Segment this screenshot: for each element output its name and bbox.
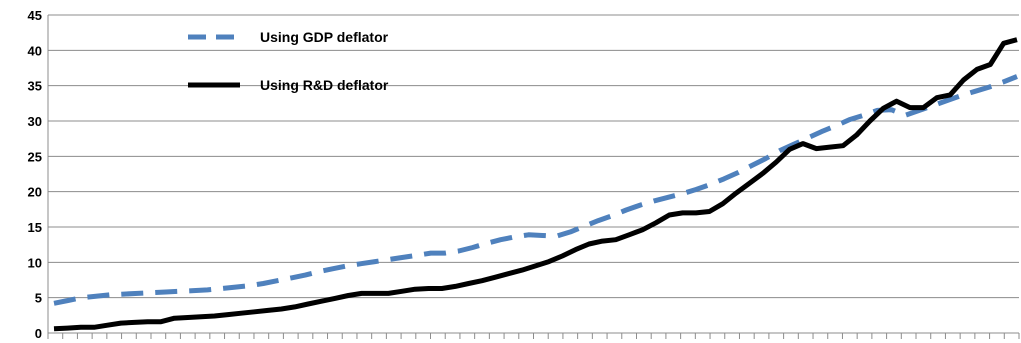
y-tick-label: 10 — [28, 255, 42, 270]
series-layer — [53, 37, 1018, 332]
y-tick-label: 35 — [28, 79, 42, 94]
y-tick-label: 40 — [28, 43, 42, 58]
y-tick-label: 20 — [28, 185, 42, 200]
y-tick-label: 45 — [28, 8, 42, 23]
y-tick-label: 15 — [28, 220, 42, 235]
y-tick-label: 5 — [35, 291, 42, 306]
y-tick-label: 25 — [28, 149, 42, 164]
gridlines — [48, 14, 1019, 299]
legend-label-gdp: Using GDP deflator — [260, 29, 389, 45]
legend: Using GDP deflator Using R&D deflator — [188, 29, 389, 93]
series-line-gdp-deflator — [53, 74, 1018, 306]
y-tick-label: 0 — [35, 326, 42, 341]
x-axis — [47, 15, 1020, 339]
y-tick-label: 30 — [28, 114, 42, 129]
y-axis-ticks: 0 5 10 15 20 25 30 35 40 45 — [28, 8, 42, 341]
series-line-rd-deflator — [53, 37, 1018, 332]
legend-label-rd: Using R&D deflator — [260, 77, 389, 93]
